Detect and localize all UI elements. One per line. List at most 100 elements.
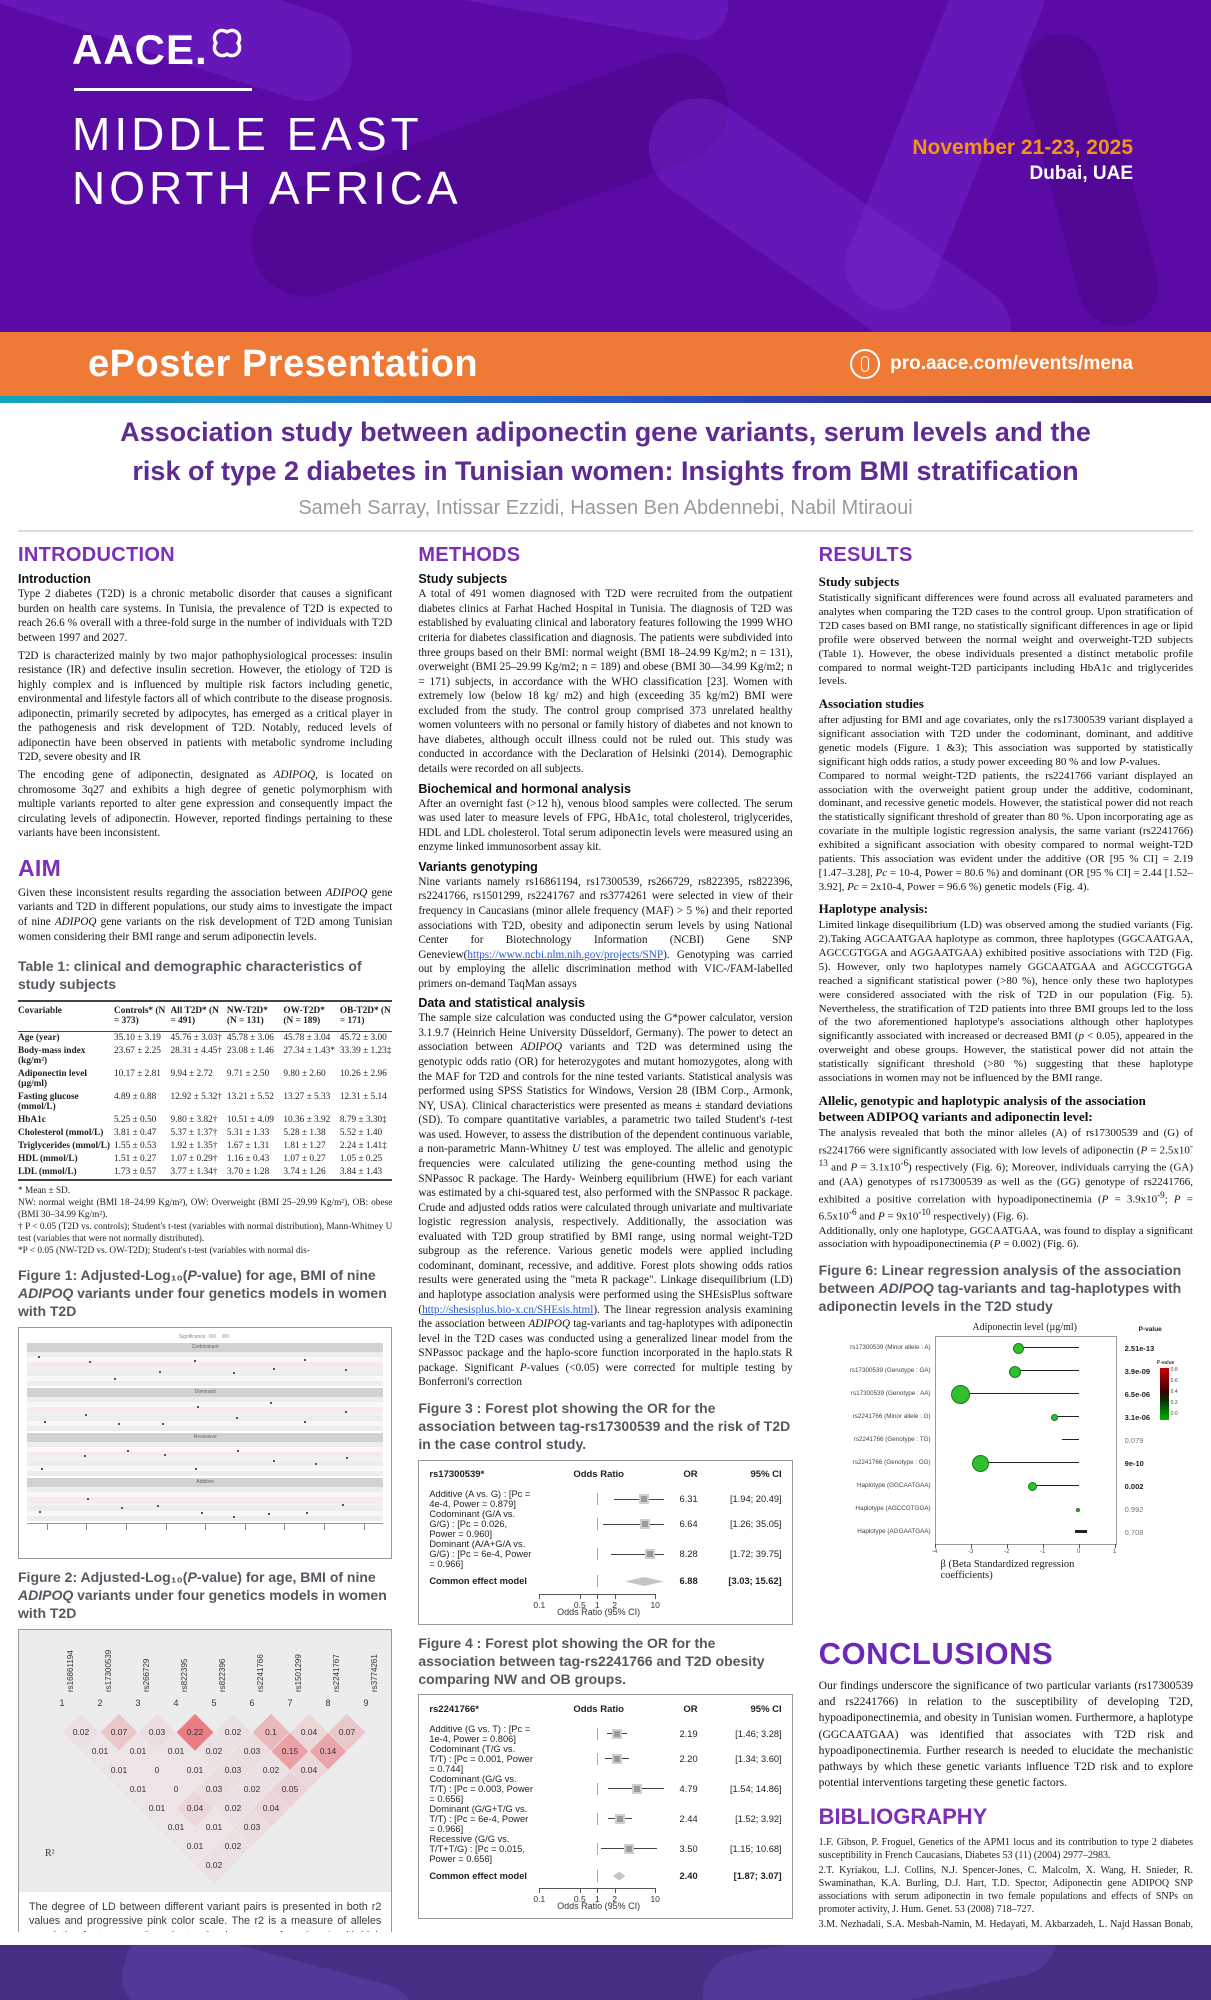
table1-row: Age (year) 35.10 ± 3.19 45.76 ± 3.03† 45.78… bbox=[18, 1032, 392, 1045]
figure1-panel-title: Additive bbox=[27, 1478, 384, 1488]
results-subheading: Association studies bbox=[818, 696, 924, 712]
forest-row-plot bbox=[533, 1752, 664, 1765]
results-subheading: Haplotype analysis: bbox=[818, 901, 929, 917]
plot-stripe bbox=[27, 1442, 384, 1447]
ncbi-snp-link[interactable]: https://www.ncbi.nlm.nih.gov/projects/SN… bbox=[467, 948, 664, 961]
plot-stripe bbox=[27, 1411, 384, 1417]
figure1-panel-title: Codominant bbox=[27, 1343, 384, 1353]
plot-stripe bbox=[27, 1451, 384, 1457]
aace-swirl-icon bbox=[210, 26, 244, 65]
forest-row: Codominant (T/G vs. T/T) : [Pc = 0.001, … bbox=[429, 1744, 781, 1774]
plot-stripe bbox=[27, 1456, 384, 1462]
axis-tick-label: 1 bbox=[1112, 1549, 1117, 1555]
bibliography-heading: BIBLIOGRAPHY bbox=[818, 1803, 988, 1829]
plot-frame bbox=[934, 1336, 1117, 1545]
data-point-dot bbox=[37, 1356, 40, 1359]
table1-row-label: Triglycerides (mmol/L) bbox=[18, 1141, 110, 1152]
table1-value-cell: 10.26 ± 2.96 bbox=[339, 1069, 387, 1080]
axis-tick-label: 0.5 bbox=[573, 1894, 586, 1905]
pvalue-text: 0.708 bbox=[1124, 1527, 1144, 1537]
plot-stripe bbox=[27, 1421, 384, 1427]
legend-colorbar-icon bbox=[1159, 1368, 1169, 1420]
ld-index-label: 8 bbox=[325, 1697, 331, 1708]
figure6-row-label: rs17300539 (Genotype : GA) bbox=[849, 1366, 931, 1374]
axis-tick bbox=[1006, 1544, 1008, 1548]
axis-tick bbox=[363, 1524, 365, 1531]
figure6-row-label: rs2241766 (Minor allele : G) bbox=[852, 1412, 931, 1420]
table1-value-cell: 35.10 ± 3.19 bbox=[114, 1033, 161, 1044]
data-point-dot bbox=[164, 1453, 167, 1456]
table1-value-cell: 45.76 ± 3.03† bbox=[170, 1033, 223, 1044]
lollipop-dot bbox=[1050, 1414, 1058, 1421]
table1-value-cell: 10.36 ± 3.92 bbox=[283, 1115, 331, 1126]
plot-stripe bbox=[27, 1471, 384, 1476]
plot-stripe bbox=[27, 1461, 384, 1467]
axis-tick bbox=[86, 1524, 88, 1531]
results-heading: RESULTS bbox=[818, 544, 913, 567]
figure6-caption: Figure 6: Linear regression analysis of … bbox=[818, 1262, 1182, 1315]
or-value: 2.40 bbox=[679, 1871, 698, 1882]
figure1-axis bbox=[27, 1523, 384, 1536]
table1-value-cell: 1.07 ± 0.29† bbox=[170, 1154, 218, 1165]
poster-title-line1: Association study between adiponectin ge… bbox=[120, 417, 1091, 447]
plot-stripe bbox=[27, 1516, 384, 1521]
table1-caption: Table 1: clinical and demographic charac… bbox=[18, 958, 362, 992]
data-point-dot bbox=[342, 1504, 345, 1507]
or-marker bbox=[613, 1730, 620, 1737]
or-marker bbox=[616, 1815, 623, 1822]
axis-tick bbox=[970, 1544, 972, 1548]
conclusions-paragraph: Our findings underscore the significance… bbox=[818, 1679, 1193, 1790]
axis-title: Odds Ratio (95% CI) bbox=[557, 1901, 641, 1912]
or-value: 6.64 bbox=[679, 1519, 698, 1530]
axis-tick bbox=[46, 1524, 48, 1531]
data-point-dot bbox=[84, 1413, 87, 1416]
methods-paragraph: The sample size calculation was conducte… bbox=[418, 1012, 793, 1389]
methods-paragraph: After an overnight fast (>12 h), venous … bbox=[418, 797, 793, 854]
axis-tick bbox=[1114, 1544, 1116, 1548]
banner-link-group[interactable]: pro.aace.com/events/mena bbox=[850, 349, 1133, 379]
data-point-dot bbox=[158, 1371, 161, 1374]
axis-tick bbox=[579, 1593, 581, 1599]
table1-value-cell: 4.89 ± 0.88 bbox=[114, 1092, 157, 1103]
forest-header-row: rs17300539* Odds Ratio OR 95% CI bbox=[429, 1469, 781, 1482]
table1-value-cell: 1.16 ± 0.43 bbox=[226, 1154, 270, 1165]
ld-variant-label: rs16861194 bbox=[66, 1650, 75, 1692]
figure2-ld-plot: rs16861194 rs17300539 rs266729 rs822395 rs82… bbox=[18, 1628, 393, 1933]
data-point-dot bbox=[121, 1506, 124, 1509]
ld-index-label: 6 bbox=[249, 1697, 255, 1708]
methods-paragraph: A total of 491 women diagnosed with T2D … bbox=[418, 588, 793, 776]
results-paragraph: Statistically significant differences we… bbox=[818, 592, 1193, 688]
plot-stripe bbox=[27, 1397, 384, 1402]
figure6-regression-plot: Adiponectin level (µg/ml) P-value rs173005… bbox=[819, 1322, 1193, 1622]
forest-row-plot bbox=[533, 1548, 664, 1561]
forest-row-label: Additive (A vs. G) : [Pc = 4e-4, Power =… bbox=[429, 1489, 531, 1510]
figure3-caption: Figure 3 : Forest plot showing the OR fo… bbox=[418, 1399, 791, 1452]
ci-value: [1.94; 20.49] bbox=[729, 1494, 782, 1505]
shesis-link[interactable]: http://shesisplus.bio-x.cn/SHEsis.html bbox=[422, 1303, 594, 1316]
lollipop-line bbox=[1031, 1484, 1079, 1487]
axis-tick-label: -4 bbox=[931, 1549, 938, 1555]
forest-row: Codominant (G/A vs. G/G) : [Pc = 0.026, … bbox=[429, 1509, 781, 1539]
bibliography-reference: 2.T. Kyriakou, L.J. Collins, N.J. Spence… bbox=[818, 1864, 1193, 1915]
bibliography-reference: 1.F. Gibson, P. Froguel, Genetics of the… bbox=[818, 1836, 1193, 1861]
figure5-caption: Figure 5: Forest plot showing the OR for… bbox=[418, 1929, 792, 1932]
figure1-panel-stripes bbox=[27, 1397, 384, 1431]
or-value: 4.79 bbox=[679, 1783, 698, 1794]
mouse-icon bbox=[850, 349, 881, 379]
plot-stripe bbox=[27, 1487, 384, 1492]
table1-value-cell: 13.27 ± 5.33 bbox=[283, 1092, 331, 1103]
legend-chip-icon bbox=[221, 1334, 229, 1339]
figure4-forest-plot: rs2241766* Odds Ratio OR 95% CI Additive (G … bbox=[418, 1694, 793, 1920]
plot-stripe bbox=[27, 1466, 384, 1472]
logo-divider bbox=[74, 88, 252, 91]
axis-tick bbox=[205, 1524, 207, 1531]
data-point-dot bbox=[196, 1405, 199, 1408]
beta-dash bbox=[1074, 1530, 1087, 1533]
banner-url[interactable]: pro.aace.com/events/mena bbox=[890, 353, 1133, 374]
table1-value-cell: 8.79 ± 3.30‡ bbox=[339, 1115, 387, 1126]
table1-footnote: † P < 0.05 (T2D vs. controls); Student's… bbox=[18, 1222, 393, 1245]
figure1-panel: Additive bbox=[27, 1478, 384, 1521]
conference-name-line2: NORTH AFRICA bbox=[72, 162, 462, 215]
forest-ci-column-label: 95% CI bbox=[750, 1704, 782, 1716]
legend-title: P-value bbox=[1156, 1360, 1175, 1366]
